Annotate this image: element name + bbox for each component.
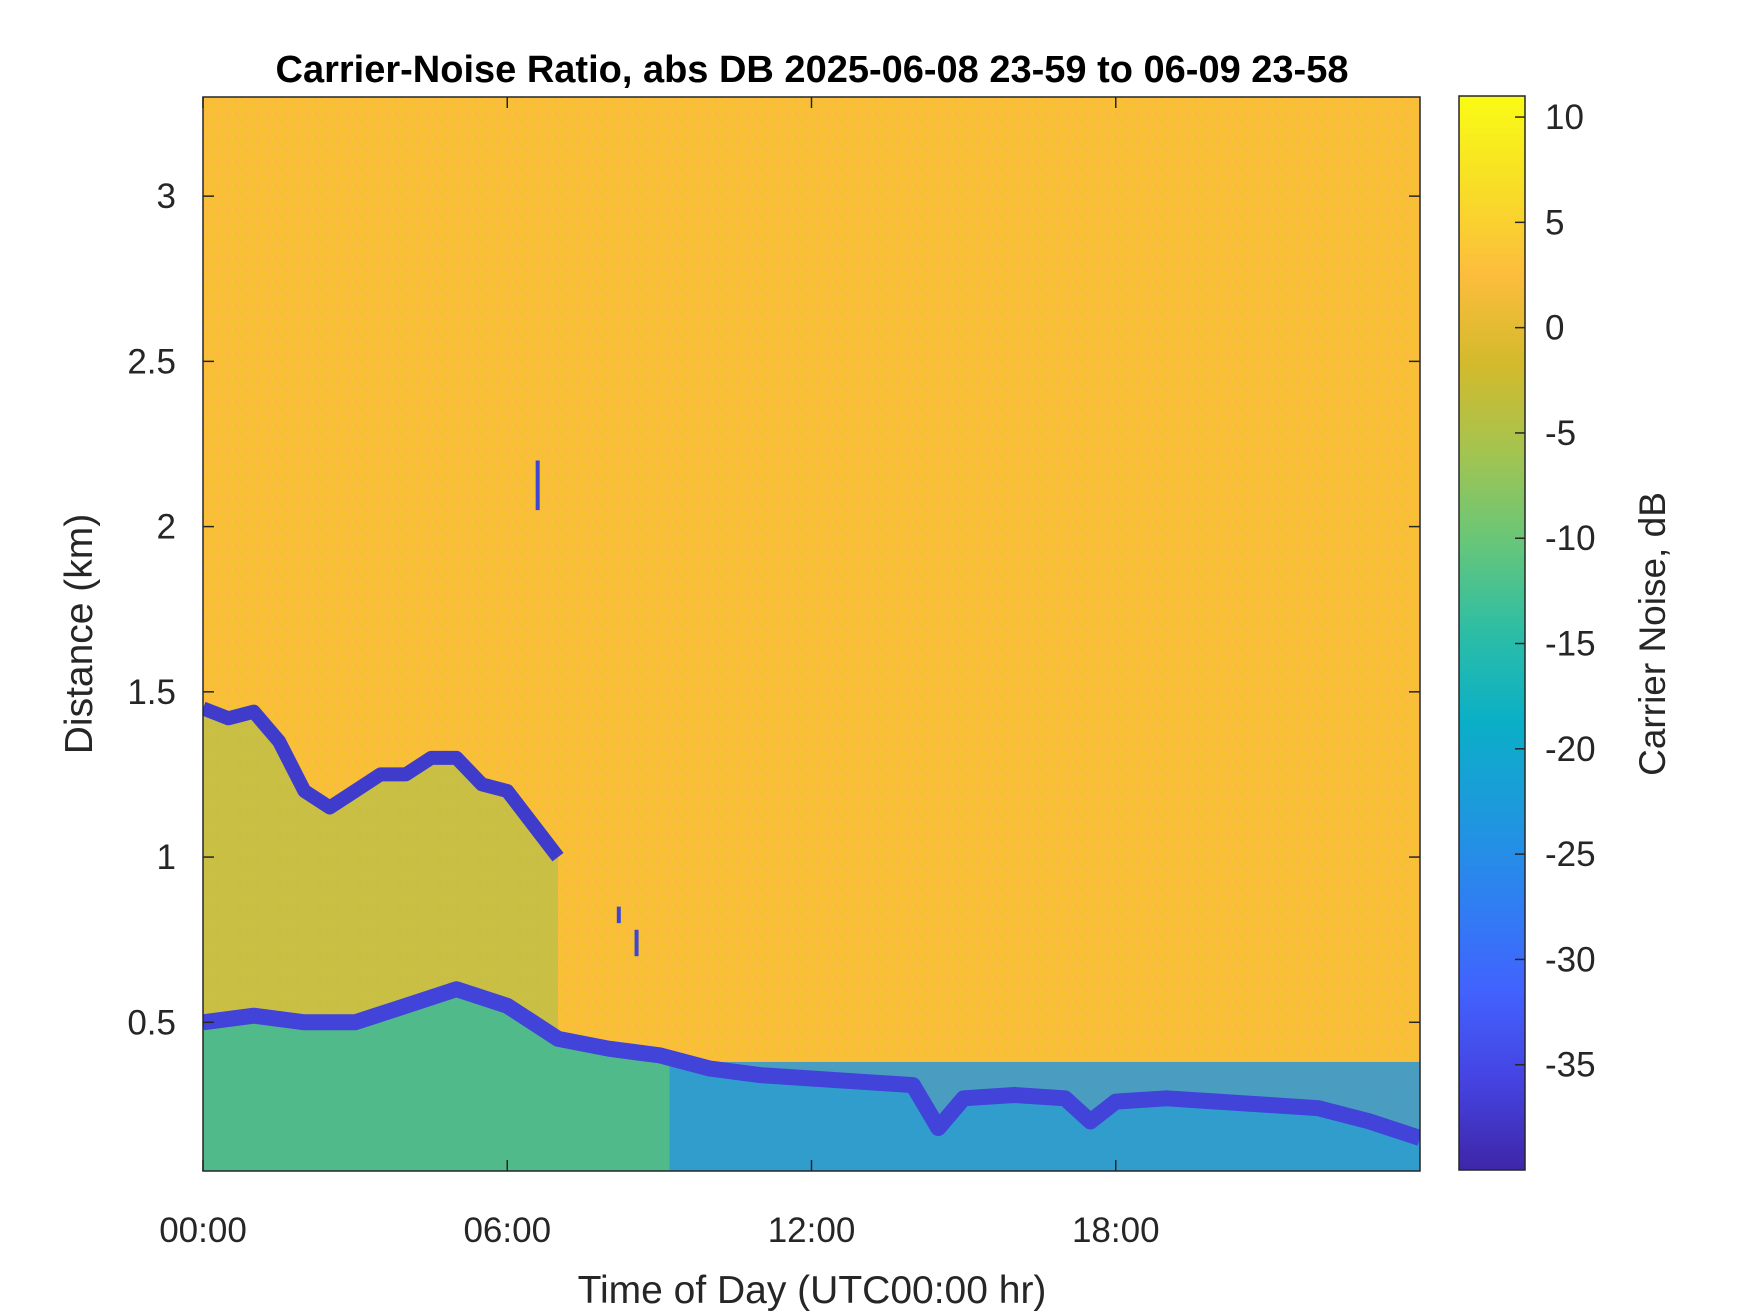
y-tick-label: 2 [157, 508, 176, 547]
y-tick-label: 1 [157, 838, 176, 877]
colorbar-gradient [1458, 95, 1526, 1171]
x-tick-label: 12:00 [768, 1211, 856, 1250]
boundary-layer-top-line [203, 701, 564, 862]
x-tick-label: 00:00 [159, 1211, 247, 1250]
colorbar-tick-label: 0 [1545, 309, 1564, 348]
x-axis-label: Time of Day (UTC00:00 hr) [578, 1269, 1047, 1312]
colorbar-tick-label: -10 [1545, 519, 1596, 558]
x-tick-label: 06:00 [463, 1211, 551, 1250]
chart-title: Carrier-Noise Ratio, abs DB 2025-06-08 2… [276, 49, 1349, 91]
colorbar-label: Carrier Noise, dB [1632, 492, 1673, 776]
y-tick-label: 3 [157, 177, 176, 216]
colorbar-tick-label: -25 [1545, 835, 1596, 874]
near-surface-layer-top-line [203, 981, 1420, 1146]
y-tick-label: 2.5 [127, 342, 176, 381]
colorbar-tick-label: -15 [1545, 625, 1596, 664]
colorbar-tick-label: -35 [1545, 1046, 1596, 1085]
colorbar-tick-label: -20 [1545, 730, 1596, 769]
colorbar-tick-label: 10 [1545, 98, 1584, 137]
x-tick-label: 18:00 [1072, 1211, 1160, 1250]
y-axis-label: Distance (km) [58, 514, 101, 755]
colorbar: 10 5 0 -5 -10 -15 -20 -25 -30 -35 Carrier Noise, … [1458, 95, 1673, 1171]
colorbar-tick-label: -30 [1545, 940, 1596, 979]
plot-area: 00:00 06:00 12:00 18:00 0.5 1 1.5 2 2.5 3 [127, 96, 1421, 1250]
y-tick-label: 0.5 [127, 1003, 176, 1042]
colorbar-tick-label: -5 [1545, 414, 1576, 453]
colorbar-tick-label: 5 [1545, 203, 1564, 242]
residual-layer-region [203, 708, 558, 1039]
y-tick-label: 1.5 [127, 673, 176, 712]
